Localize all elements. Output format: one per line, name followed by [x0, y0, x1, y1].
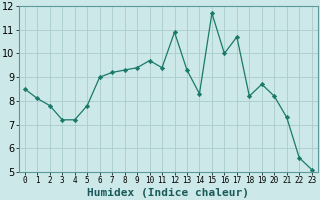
X-axis label: Humidex (Indice chaleur): Humidex (Indice chaleur) — [87, 188, 249, 198]
